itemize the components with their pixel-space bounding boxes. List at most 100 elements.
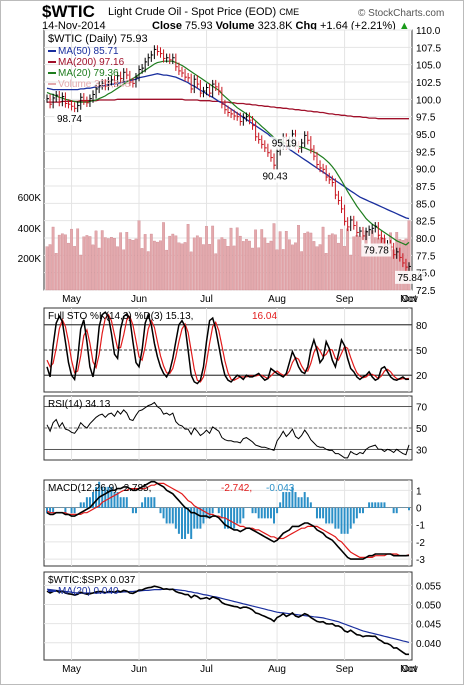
- volume-bar: [223, 239, 227, 291]
- volume-bar: [278, 231, 282, 291]
- rsi-tick-label: 50: [416, 424, 428, 435]
- macd-hist-bar: [82, 502, 85, 509]
- macd-hist-bar: [171, 507, 174, 524]
- macd-hist-bar: [174, 507, 177, 529]
- month-label: May: [62, 294, 81, 305]
- close-value: 75.93: [185, 20, 213, 32]
- volume-bar: [51, 226, 55, 291]
- month-label: Sep: [336, 294, 354, 305]
- volume-bar: [159, 240, 162, 291]
- macd-hist-bar: [150, 497, 153, 509]
- volume-bar: [67, 242, 70, 291]
- volume-bar: [248, 240, 251, 291]
- macd-hist-bar: [377, 502, 380, 509]
- macd-hist-bar: [257, 507, 260, 519]
- macd-hist-bar: [134, 507, 137, 514]
- month-label: Jul: [200, 294, 213, 305]
- ratio-tick-label: 0.050: [416, 601, 441, 612]
- macd-hist-bar: [398, 507, 401, 509]
- volume-bar: [48, 244, 52, 291]
- volume-bar: [395, 232, 399, 291]
- macd-hist-bar: [95, 486, 98, 509]
- macd-legend-hist: -0.043: [266, 483, 295, 494]
- macd-hist-bar: [383, 502, 386, 509]
- macd-hist-bar: [220, 507, 223, 519]
- macd-hist-bar: [187, 507, 190, 534]
- ma200-line: [47, 98, 409, 120]
- macd-tick-label: -2: [416, 538, 425, 549]
- macd-hist-bar: [282, 492, 285, 509]
- price-tick-label: 90.0: [416, 165, 436, 176]
- volume-bar: [149, 233, 153, 291]
- ratio-line: [46, 585, 409, 656]
- volume-value: 323.8K: [257, 20, 293, 32]
- macd-hist-bar: [263, 507, 266, 519]
- rsi-tick-label: 70: [416, 403, 428, 414]
- volume-bar: [211, 225, 215, 291]
- month-label: Sep: [336, 664, 354, 675]
- macd-hist-bar: [276, 507, 279, 514]
- macd-hist-bar: [368, 502, 371, 509]
- macd-hist-bar: [85, 497, 88, 509]
- volume-bar: [373, 237, 377, 291]
- macd-hist-bar: [122, 497, 125, 509]
- macd-hist-bar: [395, 507, 398, 514]
- macd-hist-bar: [365, 507, 368, 509]
- macd-hist-bar: [233, 507, 236, 529]
- ratio-tick-label: 0.055: [416, 581, 441, 592]
- subtitle-text: Light Crude Oil - Spot Price (EOD): [108, 6, 277, 18]
- chart-date: 14-Nov-2014: [42, 20, 106, 32]
- price-annotation: 95.19: [272, 139, 297, 150]
- chart-subtitle: Light Crude Oil - Spot Price (EOD) CME: [108, 6, 299, 18]
- macd-hist-bar: [159, 507, 162, 514]
- macd-hist-bar: [386, 507, 389, 509]
- annotation-bg: [54, 112, 85, 126]
- volume-bar: [352, 236, 356, 291]
- macd-hist-bar: [58, 507, 61, 509]
- macd-signal-line: [46, 482, 410, 559]
- macd-hist-bar: [312, 507, 315, 509]
- volume-bar: [110, 236, 113, 291]
- macd-line: [46, 480, 410, 560]
- volume-bar: [327, 234, 331, 291]
- volume-bar: [291, 244, 294, 291]
- volume-bar: [208, 243, 211, 291]
- volume-bar: [168, 235, 172, 291]
- rsi-legend: RSI(14) 34.13: [48, 399, 111, 410]
- macd-hist-bar: [184, 507, 187, 539]
- chart-symbol: $WTIC: [42, 2, 95, 21]
- macd-hist-bar: [392, 507, 395, 514]
- price-annotation: 79.78: [364, 246, 389, 257]
- macd-hist-bar: [245, 507, 248, 509]
- volume-bar: [303, 233, 307, 291]
- macd-hist-bar: [322, 507, 325, 519]
- macd-hist-bar: [303, 492, 306, 509]
- macd-hist-bar: [128, 507, 131, 509]
- price-legend-item: MA(50) 85.71: [58, 46, 119, 57]
- macd-legend: MACD(12,26,9) -2.785,: [48, 483, 151, 494]
- volume-bar: [318, 244, 322, 291]
- macd-legend-signal: -2.742,: [221, 483, 252, 494]
- volume-bar: [152, 240, 156, 291]
- volume-bar: [137, 220, 141, 291]
- sto-legend: Full STO %K(14,3) %D(3) 15.13,: [48, 311, 193, 322]
- volume-bar: [333, 234, 337, 291]
- price-tick-label: 92.5: [416, 147, 436, 158]
- macd-hist-bar: [211, 507, 214, 514]
- volume-bar: [85, 235, 89, 291]
- price-annotation: 98.74: [57, 114, 82, 125]
- macd-hist-bar: [196, 507, 199, 529]
- volume-bar: [195, 235, 199, 291]
- macd-hist-bar: [269, 507, 272, 519]
- macd-hist-bar: [328, 507, 331, 524]
- volume-bar: [294, 242, 297, 291]
- macd-hist-bar: [116, 492, 119, 509]
- macd-hist-bar: [358, 507, 361, 514]
- macd-hist-bar: [101, 486, 104, 509]
- volume-bar: [238, 235, 242, 291]
- macd-hist-bar: [144, 497, 147, 509]
- macd-hist-bar: [340, 507, 343, 534]
- macd-hist-bar: [273, 507, 276, 524]
- price-tick-label: 107.5: [416, 43, 441, 54]
